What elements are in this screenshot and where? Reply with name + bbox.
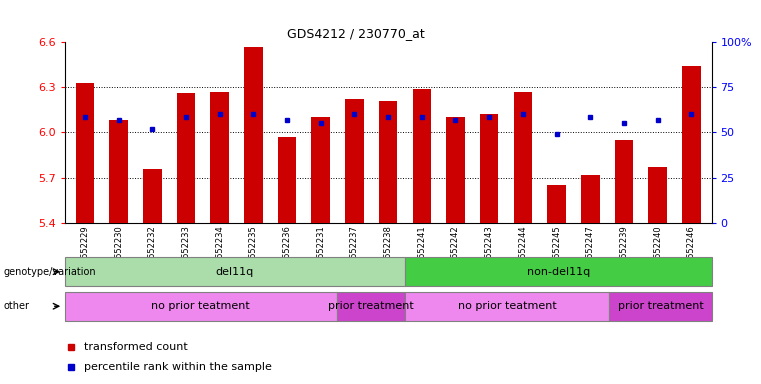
Text: prior treatment: prior treatment [618,301,703,311]
Bar [177,93,196,223]
Text: no prior teatment: no prior teatment [458,301,556,311]
Bar [480,114,498,223]
Bar [75,83,94,223]
Bar [547,185,566,223]
Bar [337,292,405,321]
Bar [682,66,701,223]
Bar [412,89,431,223]
Bar [615,140,633,223]
Bar [345,99,364,223]
Text: genotype/variation: genotype/variation [4,266,97,277]
Bar [65,257,405,286]
Bar [379,101,397,223]
Bar [446,118,465,223]
Bar [514,92,532,223]
Bar [311,118,330,223]
Bar [244,47,263,223]
Bar [648,167,667,223]
Bar [581,175,600,223]
Title: GDS4212 / 230770_at: GDS4212 / 230770_at [287,26,425,40]
Text: prior treatment: prior treatment [328,301,414,311]
Bar [65,292,337,321]
Bar [210,92,229,223]
Text: transformed count: transformed count [84,342,188,352]
Bar [278,137,296,223]
Text: percentile rank within the sample: percentile rank within the sample [84,362,272,372]
Bar [405,292,610,321]
Bar [143,169,161,223]
Bar [110,121,128,223]
Bar [405,257,712,286]
Text: del11q: del11q [216,266,254,277]
Bar [610,292,712,321]
Text: other: other [4,301,30,311]
Text: non-del11q: non-del11q [527,266,590,277]
Text: no prior teatment: no prior teatment [151,301,250,311]
